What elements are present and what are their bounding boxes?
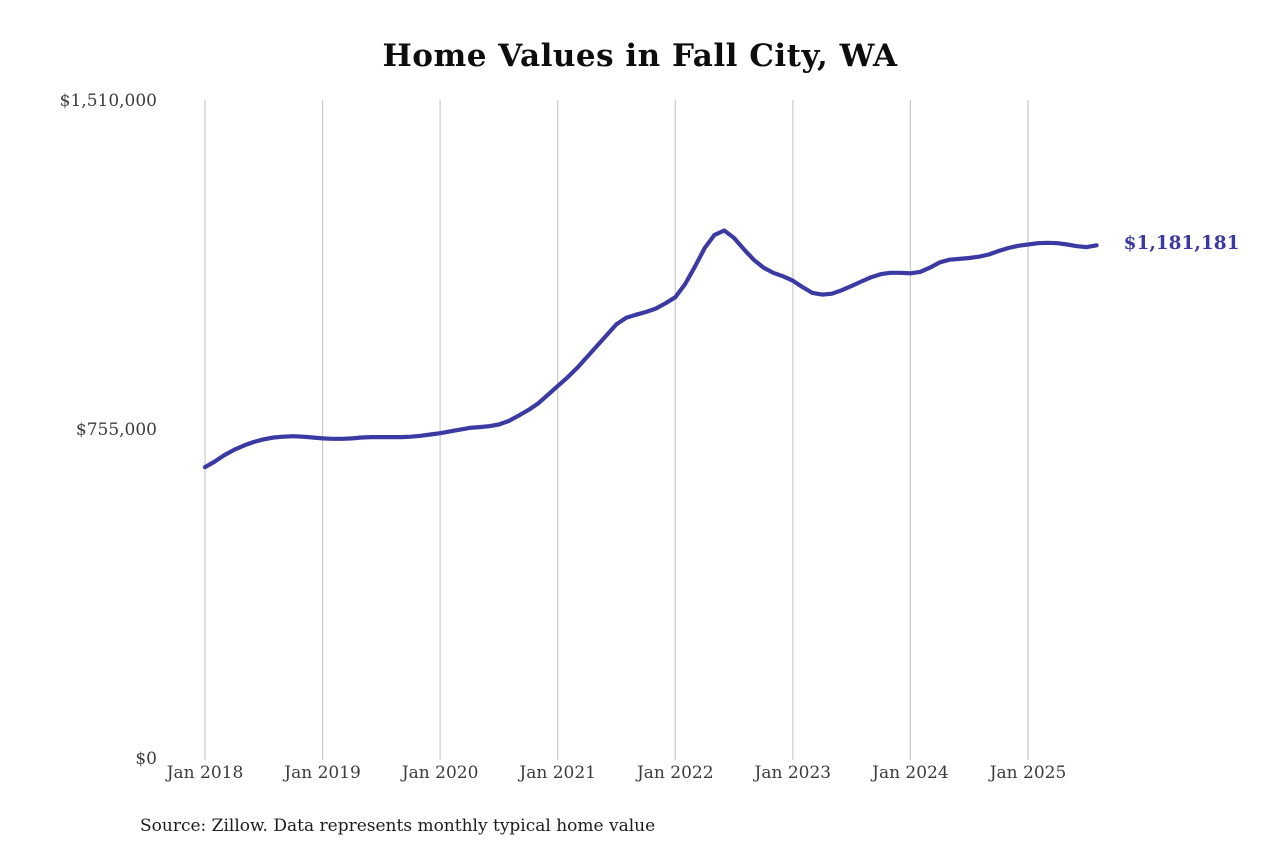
last-value-annotation: $1,181,181 xyxy=(1123,233,1240,255)
x-tick-label: Jan 2023 xyxy=(754,763,832,783)
x-tick-label: Jan 2025 xyxy=(989,763,1067,783)
source-note: Source: Zillow. Data represents monthly … xyxy=(140,816,656,836)
chart-title: Home Values in Fall City, WA xyxy=(382,38,898,74)
y-tick-label: $0 xyxy=(135,749,157,769)
y-tick-label: $1,510,000 xyxy=(59,91,157,111)
x-tick-label: Jan 2024 xyxy=(872,763,949,783)
x-tick-label: Jan 2018 xyxy=(166,763,244,783)
home-value-line xyxy=(202,228,1099,470)
x-tick-label: Jan 2022 xyxy=(636,763,714,783)
x-tick-label: Jan 2020 xyxy=(401,763,479,783)
x-tick-label: Jan 2019 xyxy=(284,763,361,783)
y-tick-label: $755,000 xyxy=(75,420,157,440)
x-tick-label: Jan 2021 xyxy=(519,763,596,783)
